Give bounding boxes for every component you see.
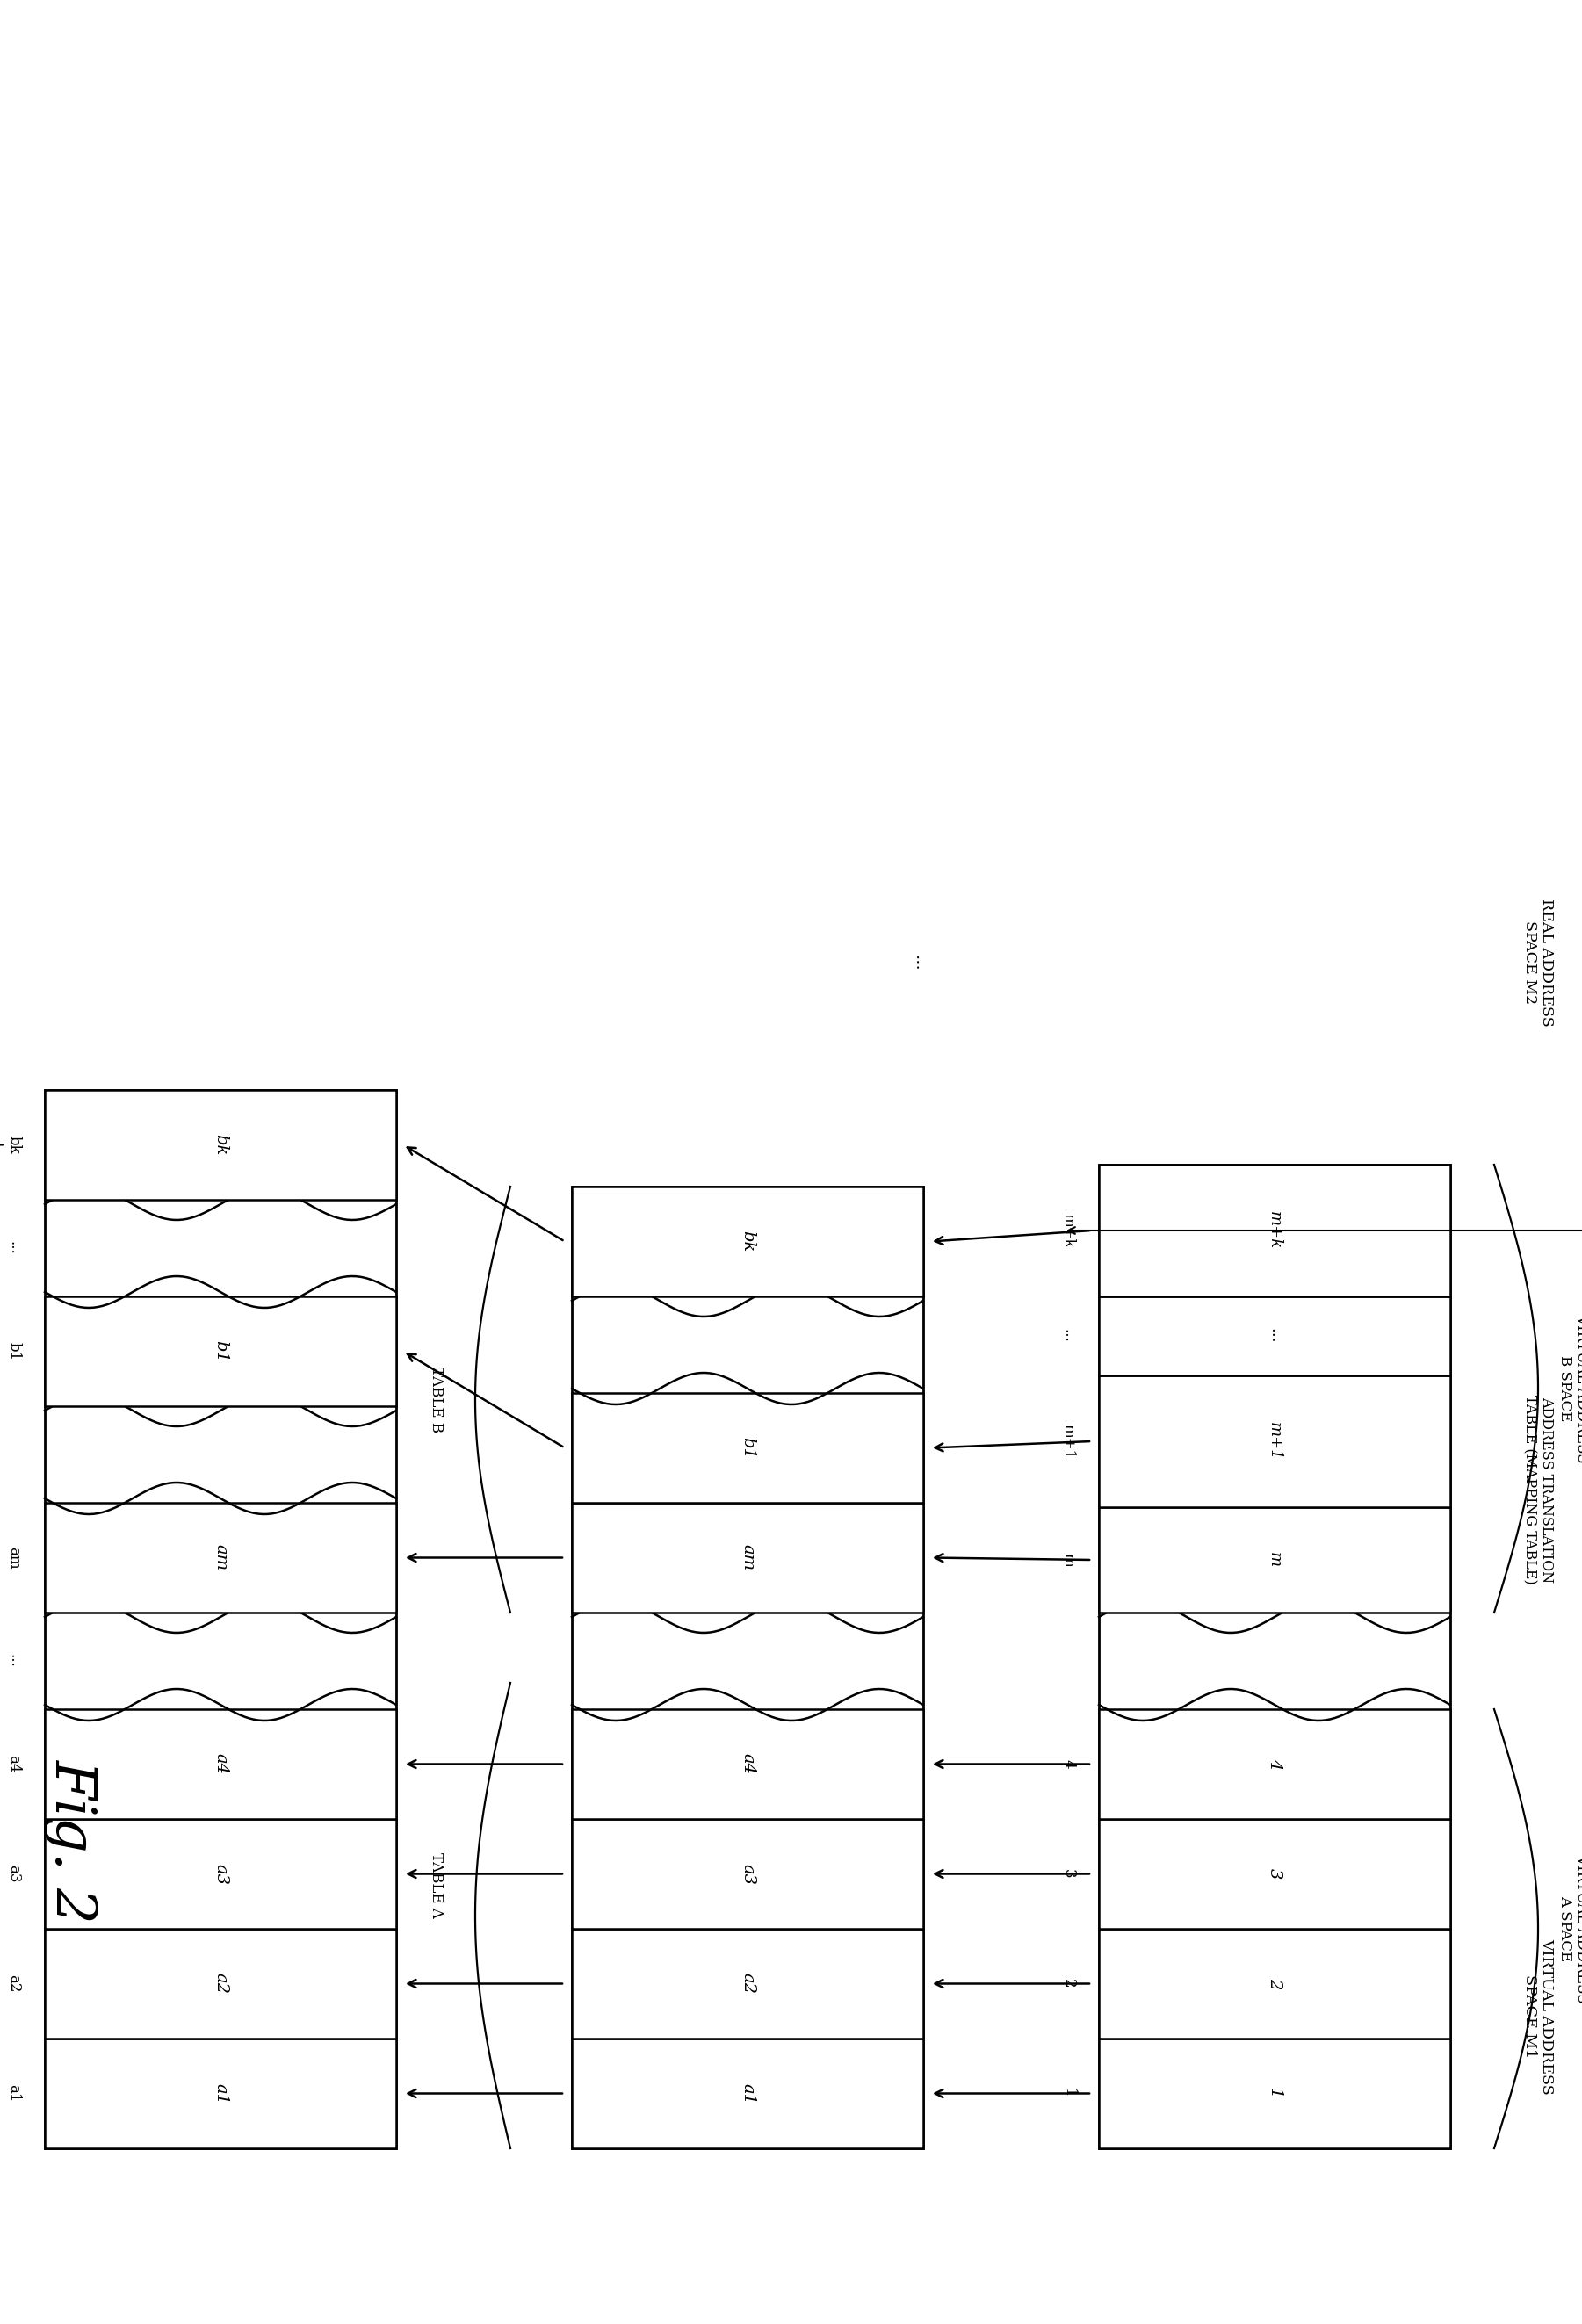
- Text: 2: 2: [1267, 1978, 1283, 1989]
- Text: a2: a2: [6, 1975, 22, 1992]
- Text: ...: ...: [911, 955, 927, 971]
- Polygon shape: [44, 1090, 396, 2147]
- Text: b1: b1: [740, 1436, 756, 1459]
- Polygon shape: [44, 1090, 396, 1199]
- Polygon shape: [44, 1504, 396, 1613]
- Text: a1: a1: [212, 2082, 228, 2103]
- Text: a1: a1: [740, 2082, 756, 2103]
- Polygon shape: [571, 1392, 924, 1504]
- Text: 1: 1: [1267, 2087, 1283, 2099]
- Polygon shape: [571, 1188, 924, 2147]
- Text: b1: b1: [212, 1341, 228, 1362]
- Text: 2: 2: [1060, 1980, 1076, 1989]
- Text: a4: a4: [212, 1755, 228, 1776]
- Text: Fig. 2: Fig. 2: [44, 1759, 98, 1922]
- Text: VIRTUAL ADDRESS
B SPACE: VIRTUAL ADDRESS B SPACE: [1557, 1313, 1582, 1464]
- Text: a4: a4: [740, 1755, 756, 1776]
- Polygon shape: [571, 1188, 924, 1297]
- Text: VIRTUAL ADDRESS
SPACE M1: VIRTUAL ADDRESS SPACE M1: [1522, 1938, 1554, 2094]
- Polygon shape: [571, 1820, 924, 1929]
- Polygon shape: [1099, 1164, 1451, 1297]
- Text: m+k: m+k: [1060, 1213, 1076, 1248]
- Text: b1: b1: [6, 1341, 22, 1360]
- Text: 3: 3: [1267, 1868, 1283, 1880]
- Text: am: am: [212, 1545, 228, 1571]
- Text: am: am: [6, 1545, 22, 1569]
- Text: a3: a3: [740, 1864, 756, 1885]
- Polygon shape: [44, 1820, 396, 1929]
- Text: 4: 4: [1060, 1759, 1076, 1769]
- Polygon shape: [1099, 1508, 1451, 1613]
- Text: m+k: m+k: [1267, 1211, 1283, 1250]
- Text: m: m: [1060, 1552, 1076, 1566]
- Text: m: m: [1267, 1552, 1283, 1566]
- Polygon shape: [1099, 1376, 1451, 1508]
- Text: ...: ...: [6, 1655, 22, 1669]
- Polygon shape: [571, 1929, 924, 2038]
- Polygon shape: [44, 2038, 396, 2147]
- Text: a1: a1: [6, 2085, 22, 2103]
- Text: 1: 1: [1060, 2089, 1076, 2099]
- Text: a3: a3: [6, 1864, 22, 1882]
- Polygon shape: [1099, 1929, 1451, 2038]
- Text: 3: 3: [1060, 1868, 1076, 1878]
- Polygon shape: [44, 1929, 396, 2038]
- Text: bk: bk: [740, 1232, 756, 1253]
- Text: bk: bk: [6, 1136, 22, 1155]
- Text: VIRTUAL ADDRESS
A SPACE: VIRTUAL ADDRESS A SPACE: [1557, 1855, 1582, 2003]
- Text: m+1: m+1: [1267, 1422, 1283, 1459]
- Polygon shape: [1099, 1708, 1451, 1820]
- Polygon shape: [1099, 1164, 1451, 2147]
- Text: a4: a4: [6, 1755, 22, 1773]
- Text: a2: a2: [212, 1973, 228, 1994]
- Text: bk: bk: [212, 1134, 228, 1155]
- Polygon shape: [44, 1297, 396, 1406]
- Text: ADDRESS TRANSLATION
TABLE (MAPPING TABLE): ADDRESS TRANSLATION TABLE (MAPPING TABLE…: [1522, 1394, 1554, 1585]
- Text: REAL ADDRESS
SPACE M2: REAL ADDRESS SPACE M2: [1522, 899, 1554, 1027]
- Text: ...: ...: [6, 1241, 22, 1255]
- Text: 4: 4: [1267, 1759, 1283, 1769]
- Polygon shape: [1099, 1297, 1451, 1376]
- Text: m+1: m+1: [1060, 1425, 1076, 1459]
- Polygon shape: [1099, 1820, 1451, 1929]
- Text: a2: a2: [740, 1973, 756, 1994]
- Text: ...: ...: [1060, 1329, 1076, 1343]
- Polygon shape: [571, 2038, 924, 2147]
- Polygon shape: [44, 1708, 396, 1820]
- Polygon shape: [571, 1708, 924, 1820]
- Text: a3: a3: [212, 1864, 228, 1885]
- Text: TABLE A: TABLE A: [429, 1852, 443, 1917]
- Polygon shape: [1099, 2038, 1451, 2147]
- Text: am: am: [740, 1545, 756, 1571]
- Polygon shape: [571, 1504, 924, 1613]
- Text: ...: ...: [1267, 1327, 1283, 1343]
- Text: TABLE B: TABLE B: [429, 1367, 443, 1432]
